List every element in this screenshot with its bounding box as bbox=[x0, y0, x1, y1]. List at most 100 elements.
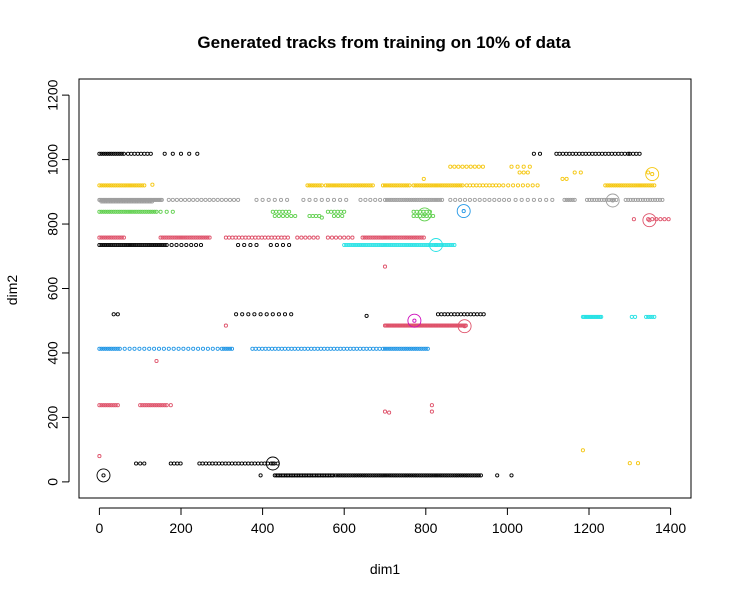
data-point bbox=[446, 323, 451, 328]
data-point bbox=[329, 209, 334, 214]
data-point bbox=[387, 242, 392, 248]
plot-frame bbox=[78, 78, 692, 499]
data-point bbox=[213, 461, 218, 466]
data-point bbox=[103, 151, 108, 156]
data-point bbox=[346, 242, 351, 248]
series-3 bbox=[97, 204, 471, 351]
data-point bbox=[458, 312, 463, 317]
data-point bbox=[609, 151, 614, 156]
data-point bbox=[560, 151, 565, 156]
data-point bbox=[246, 312, 251, 317]
data-point bbox=[487, 197, 492, 202]
data-point bbox=[401, 242, 406, 248]
data-point bbox=[103, 209, 108, 214]
data-point bbox=[240, 312, 245, 317]
data-point bbox=[146, 242, 151, 248]
data-point bbox=[421, 235, 426, 240]
data-point bbox=[138, 242, 143, 248]
data-point bbox=[171, 346, 176, 351]
data-point bbox=[419, 242, 424, 248]
data-point bbox=[462, 324, 467, 329]
y-tick-label: 800 bbox=[45, 212, 61, 236]
data-point bbox=[331, 346, 337, 351]
data-point bbox=[348, 473, 353, 478]
data-point bbox=[350, 242, 355, 248]
data-point bbox=[332, 209, 337, 214]
data-point bbox=[650, 197, 655, 202]
data-point bbox=[233, 235, 238, 240]
data-point bbox=[364, 183, 369, 188]
data-point bbox=[635, 461, 641, 466]
data-point bbox=[470, 473, 475, 478]
data-point bbox=[644, 183, 649, 188]
data-point bbox=[573, 151, 578, 156]
data-point bbox=[142, 461, 147, 466]
data-point bbox=[113, 403, 118, 408]
data-point bbox=[610, 198, 615, 203]
data-point bbox=[125, 151, 131, 156]
data-point bbox=[121, 242, 126, 248]
data-point bbox=[411, 197, 416, 202]
data-point bbox=[602, 197, 607, 202]
data-point bbox=[166, 235, 171, 240]
data-point bbox=[439, 312, 444, 317]
data-point bbox=[366, 473, 371, 478]
data-point bbox=[105, 183, 110, 188]
data-point bbox=[194, 242, 199, 248]
y-tick-label: 400 bbox=[45, 341, 61, 365]
data-point bbox=[423, 197, 428, 202]
data-point bbox=[537, 151, 543, 156]
data-point bbox=[158, 235, 163, 240]
data-point bbox=[363, 197, 368, 202]
data-point bbox=[142, 209, 147, 214]
data-point bbox=[121, 235, 126, 240]
data-point bbox=[180, 235, 186, 240]
data-point bbox=[348, 346, 353, 351]
data-point bbox=[101, 473, 106, 478]
data-point bbox=[152, 209, 157, 214]
data-point bbox=[438, 242, 443, 248]
data-point bbox=[168, 403, 173, 408]
data-point bbox=[368, 197, 373, 202]
data-point bbox=[572, 170, 577, 175]
x-tick-label: 400 bbox=[251, 520, 275, 536]
data-point bbox=[197, 235, 202, 240]
data-point bbox=[368, 183, 373, 188]
data-point bbox=[531, 197, 536, 202]
data-point bbox=[646, 314, 651, 319]
data-point bbox=[210, 346, 215, 351]
data-point bbox=[435, 183, 441, 188]
data-point bbox=[421, 197, 426, 202]
data-point bbox=[101, 209, 106, 214]
data-point bbox=[142, 183, 147, 188]
data-point bbox=[140, 242, 145, 248]
data-point bbox=[109, 235, 114, 240]
data-point bbox=[107, 183, 112, 188]
data-point bbox=[397, 235, 402, 240]
data-point bbox=[319, 183, 324, 188]
data-point bbox=[382, 346, 388, 351]
data-point bbox=[129, 151, 134, 156]
data-point bbox=[465, 312, 470, 317]
data-point bbox=[405, 197, 410, 202]
data-point bbox=[560, 176, 565, 181]
data-point bbox=[256, 461, 261, 466]
data-point bbox=[277, 209, 282, 214]
data-point bbox=[168, 235, 173, 240]
data-point bbox=[429, 242, 434, 248]
data-point bbox=[344, 473, 349, 478]
data-point bbox=[113, 346, 118, 351]
data-point bbox=[279, 235, 284, 240]
data-point bbox=[99, 403, 104, 408]
data-point bbox=[315, 235, 320, 240]
data-point bbox=[270, 312, 275, 317]
data-point bbox=[629, 183, 634, 188]
data-point bbox=[305, 183, 310, 188]
data-point bbox=[433, 197, 439, 202]
data-point bbox=[346, 473, 351, 478]
data-point bbox=[160, 403, 165, 408]
data-point bbox=[557, 151, 562, 156]
data-point bbox=[273, 346, 278, 351]
data-point bbox=[425, 197, 430, 202]
data-point bbox=[109, 403, 114, 408]
